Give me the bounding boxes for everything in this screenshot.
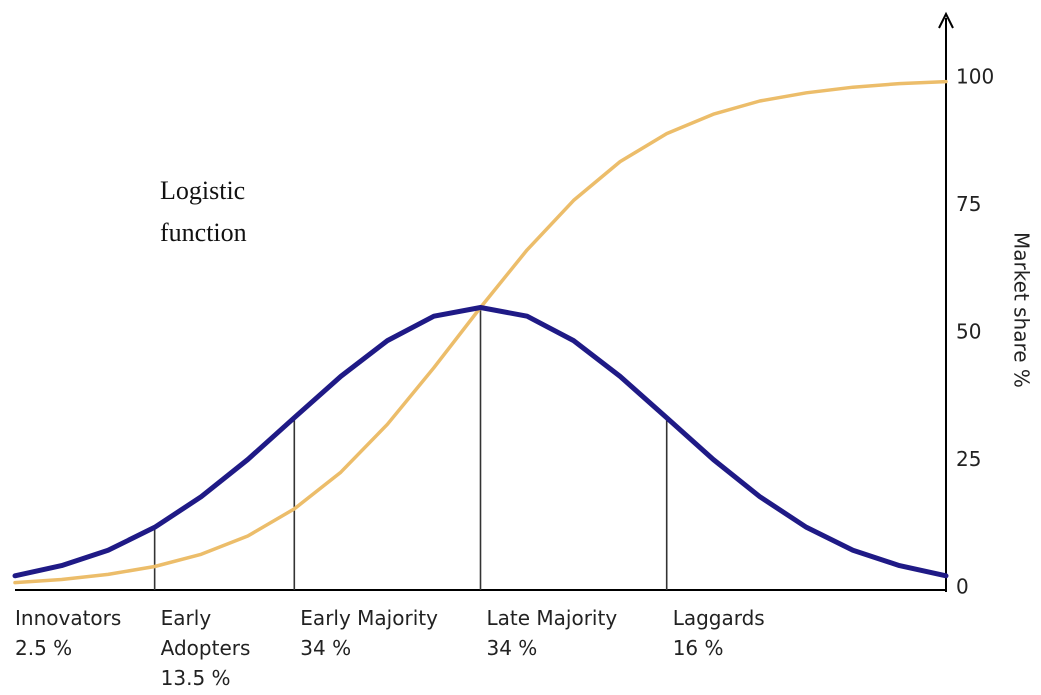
segment-share: 13.5 % bbox=[160, 666, 231, 690]
y-axis-label: Market share % bbox=[1010, 232, 1034, 388]
segment-label: Innovators 2.5 % bbox=[15, 603, 195, 663]
segment-name: Innovators bbox=[15, 606, 122, 630]
segment-label: Laggards 16 % bbox=[673, 603, 853, 663]
segment-name: Laggards bbox=[672, 606, 765, 630]
segment-label: Early Majority 34 % bbox=[300, 603, 480, 663]
series-line bbox=[12, 305, 949, 579]
segment-label: Early Adopters 13.5 % bbox=[161, 603, 281, 693]
axis-arrow bbox=[938, 11, 954, 29]
segment-share: 34 % bbox=[486, 636, 538, 660]
y-tick-label: 50 bbox=[956, 320, 981, 344]
segment-name: Late Majority bbox=[486, 606, 618, 630]
y-tick-label: 75 bbox=[956, 192, 981, 216]
segment-share: 2.5 % bbox=[15, 636, 73, 660]
segment-name: Early Majority bbox=[300, 606, 438, 630]
segment-share: 16 % bbox=[672, 636, 724, 660]
segment-label: Late Majority 34 % bbox=[487, 603, 667, 663]
annotation: Logistic function bbox=[160, 176, 247, 247]
y-tick-label: 25 bbox=[956, 447, 981, 471]
segment-name: Early Adopters bbox=[160, 606, 251, 660]
y-tick-label: 100 bbox=[956, 65, 994, 89]
y-tick-label: 0 bbox=[956, 575, 969, 599]
segment-share: 34 % bbox=[300, 636, 352, 660]
